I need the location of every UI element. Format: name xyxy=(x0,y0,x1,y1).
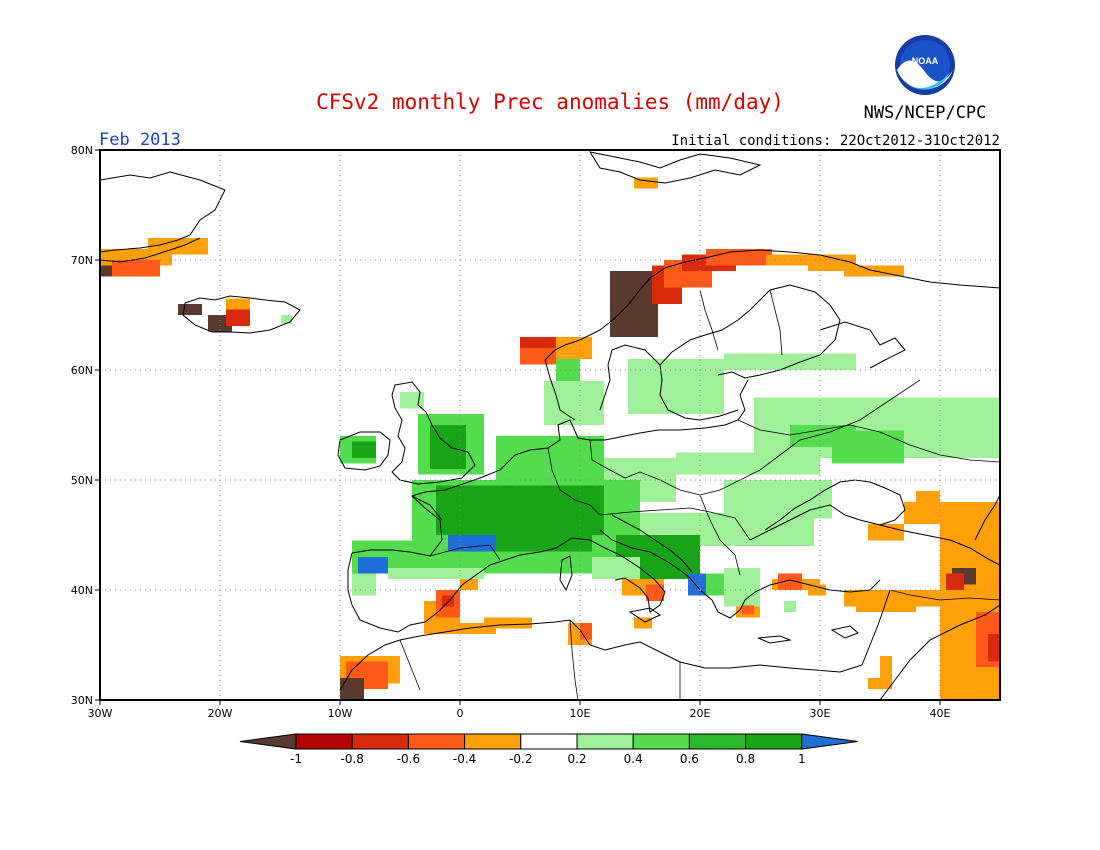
anomaly-cell-45 xyxy=(358,557,388,574)
legend-swatch-4 xyxy=(464,733,522,750)
noaa-logo-text: NOAA xyxy=(912,56,939,66)
legend-label-7: 0.6 xyxy=(680,752,699,766)
anomaly-cell-61 xyxy=(868,524,904,541)
anomaly-cell-4 xyxy=(178,304,202,315)
lon-tick-label-7: 40E xyxy=(930,707,951,720)
anomaly-cell-23 xyxy=(556,359,580,381)
agency-label: NWS/NCEP/CPC xyxy=(864,103,987,123)
noaa-logo-icon: NOAA xyxy=(895,35,955,95)
legend-label-8: 0.8 xyxy=(736,752,755,766)
anomaly-cell-62 xyxy=(904,502,1000,524)
anomaly-cell-73 xyxy=(424,623,496,634)
legend-arrow-high xyxy=(801,733,858,750)
lat-tick-label-1: 40N xyxy=(71,584,93,597)
legend-swatch-8 xyxy=(688,733,747,750)
latitude-ticks: 30N 40N 50N 60N 70N 80N xyxy=(71,144,100,707)
anomaly-cell-7 xyxy=(226,298,250,310)
lon-tick-label-6: 30E xyxy=(810,707,831,720)
legend-swatch-1 xyxy=(295,733,353,750)
period-label: Feb 2013 xyxy=(99,130,181,150)
legend-label-5: 0.2 xyxy=(567,752,586,766)
legend-label-2: -0.6 xyxy=(397,752,420,766)
legend-label-3: -0.4 xyxy=(453,752,476,766)
anomaly-cell-34 xyxy=(724,480,832,519)
anomaly-cell-52 xyxy=(784,601,796,612)
legend-swatch-3 xyxy=(407,733,466,750)
anomaly-cell-54 xyxy=(646,584,664,601)
anomaly-cell-42 xyxy=(484,524,592,552)
anomaly-cell-70 xyxy=(988,634,1000,662)
anomaly-cell-28 xyxy=(352,441,376,458)
anomaly-cell-79 xyxy=(442,595,454,607)
anomaly-cell-21 xyxy=(628,359,724,414)
anomaly-cell-8 xyxy=(281,315,292,324)
anomaly-cell-15 xyxy=(766,254,808,266)
legend-swatch-9 xyxy=(745,733,803,750)
anomaly-cell-80 xyxy=(460,579,478,590)
lat-tick-label-3: 60N xyxy=(71,364,93,377)
lon-tick-label-4: 10E xyxy=(570,707,591,720)
lon-tick-label-2: 10W xyxy=(328,707,353,720)
anomaly-cell-9 xyxy=(634,177,658,189)
initial-conditions-label: Initial conditions: 22Oct2012-31Oct2012 xyxy=(671,133,1000,149)
lon-tick-label-3: 0 xyxy=(457,707,464,720)
anomaly-cell-63 xyxy=(916,491,940,502)
longitude-ticks: 30W 20W 10W 0 10E 20E 30E 40E xyxy=(88,700,951,720)
anomaly-cell-31 xyxy=(676,452,820,475)
legend-swatch-5 xyxy=(520,733,578,750)
lat-tick-label-5: 80N xyxy=(71,144,93,157)
anomaly-cell-29 xyxy=(400,392,424,409)
legend-label-0: -1 xyxy=(290,752,302,766)
anomaly-cell-33 xyxy=(832,430,904,464)
lat-tick-label-2: 50N xyxy=(71,474,93,487)
lon-tick-label-1: 20W xyxy=(208,707,233,720)
map-frame xyxy=(99,149,1001,701)
anomaly-cell-44 xyxy=(448,535,496,552)
lat-tick-label-4: 70N xyxy=(71,254,93,267)
legend-label-6: 0.4 xyxy=(624,752,643,766)
anomaly-cell-14 xyxy=(706,249,772,266)
legend-label-9: 1 xyxy=(798,752,806,766)
anomaly-cell-67 xyxy=(880,656,892,678)
anomaly-cell-49 xyxy=(688,573,706,596)
legend-swatch-2 xyxy=(351,733,409,750)
anomaly-cell-48 xyxy=(592,557,640,579)
anomaly-cell-72 xyxy=(946,573,964,590)
anomaly-cell-26 xyxy=(430,425,466,469)
anomaly-cell-76 xyxy=(580,623,592,640)
anomaly-cell-20 xyxy=(556,337,592,359)
anomaly-cell-22 xyxy=(724,353,856,370)
legend-label-1: -0.8 xyxy=(340,752,363,766)
anomaly-cell-51 xyxy=(724,568,760,607)
anomaly-cell-10 xyxy=(610,271,658,337)
lon-tick-label-5: 20E xyxy=(690,707,711,720)
legend-label-4: -0.2 xyxy=(509,752,532,766)
anomaly-cell-47 xyxy=(388,568,484,579)
map-plot-area xyxy=(100,150,1000,700)
anomaly-cell-55 xyxy=(634,617,652,629)
anomaly-cell-2 xyxy=(148,238,208,255)
anomaly-cell-74 xyxy=(484,617,532,629)
anomaly-cell-3 xyxy=(112,260,160,277)
graticule xyxy=(100,150,1000,700)
map-title: CFSv2 monthly Prec anomalies (mm/day) xyxy=(316,90,784,114)
legend-swatch-6 xyxy=(576,733,634,750)
legend-arrow-low xyxy=(239,733,297,750)
anomaly-cell-57 xyxy=(742,605,754,615)
color-legend: -1 -0.8 -0.6 -0.4 -0.2 0.2 0.4 0.6 0.8 1 xyxy=(239,733,858,766)
anomaly-cell-60 xyxy=(808,584,826,596)
anomaly-cell-59 xyxy=(778,573,802,590)
anomaly-cell-0 xyxy=(100,265,117,277)
lat-tick-label-0: 30N xyxy=(71,694,93,707)
lon-tick-label-0: 30W xyxy=(88,707,113,720)
anomaly-cell-83 xyxy=(340,678,364,700)
legend-swatch-7 xyxy=(632,733,690,750)
anomaly-cell-46 xyxy=(352,573,376,596)
anomaly-cell-68 xyxy=(868,678,892,689)
anomaly-cell-35 xyxy=(748,513,814,546)
